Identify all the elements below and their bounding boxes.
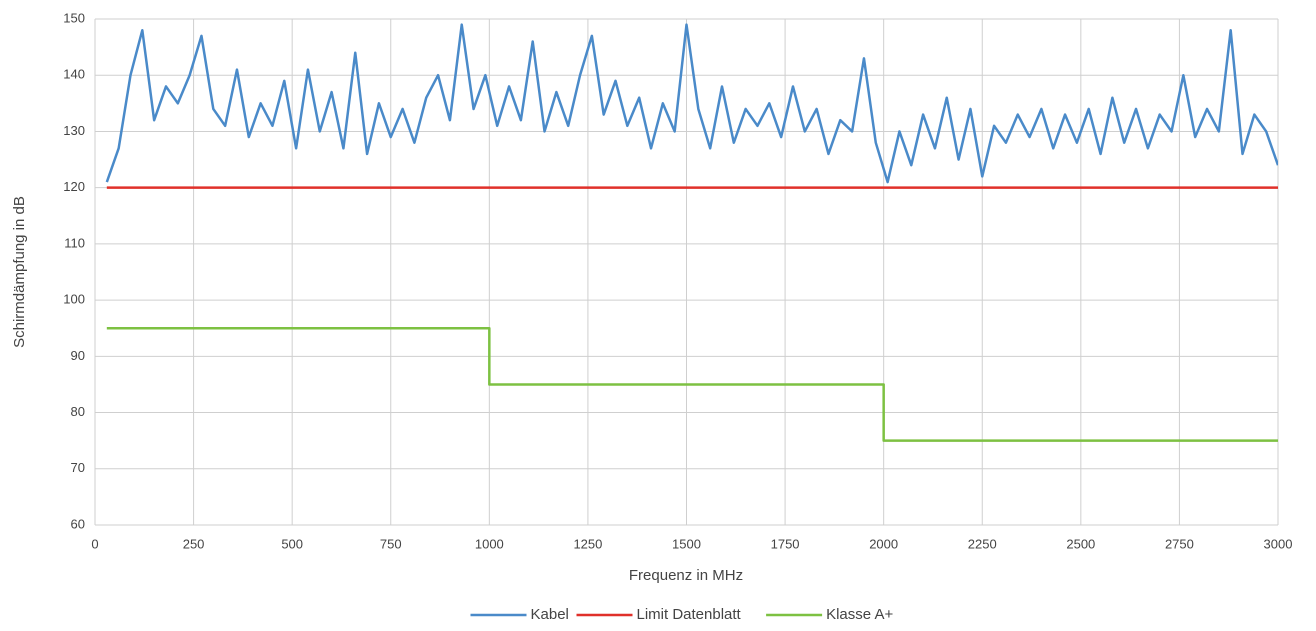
x-tick-label: 1250	[573, 536, 602, 551]
x-axis-title: Frequenz in MHz	[629, 567, 743, 584]
y-tick-label: 130	[63, 123, 85, 138]
x-tick-label: 1000	[475, 536, 504, 551]
series-line	[105, 23, 1278, 184]
legend-label: Limit Datenblatt	[637, 606, 742, 623]
x-tick-label: 2500	[1066, 536, 1095, 551]
x-tick-label: 3000	[1264, 536, 1293, 551]
y-tick-label: 140	[63, 67, 85, 82]
legend-label: Kabel	[531, 606, 569, 623]
y-tick-label: 60	[71, 516, 85, 531]
y-tick-label: 80	[71, 404, 85, 419]
legend-label: Klasse A+	[826, 606, 893, 623]
y-tick-label: 90	[71, 348, 85, 363]
x-tick-label: 500	[281, 536, 303, 551]
x-tick-label: 2750	[1165, 536, 1194, 551]
x-tick-label: 2250	[968, 536, 997, 551]
x-tick-label: 1500	[672, 536, 701, 551]
y-tick-label: 120	[63, 179, 85, 194]
x-tick-label: 0	[91, 536, 98, 551]
x-tick-label: 250	[183, 536, 205, 551]
x-tick-label: 750	[380, 536, 402, 551]
x-tick-label: 1750	[771, 536, 800, 551]
x-tick-label: 2000	[869, 536, 898, 551]
y-axis-title: Schirmdämpfung in dB	[11, 196, 28, 348]
y-tick-label: 110	[64, 235, 85, 250]
y-tick-label: 70	[71, 460, 85, 475]
y-tick-label: 100	[63, 292, 85, 307]
y-tick-label: 150	[63, 10, 85, 25]
series-line	[106, 326, 1278, 442]
